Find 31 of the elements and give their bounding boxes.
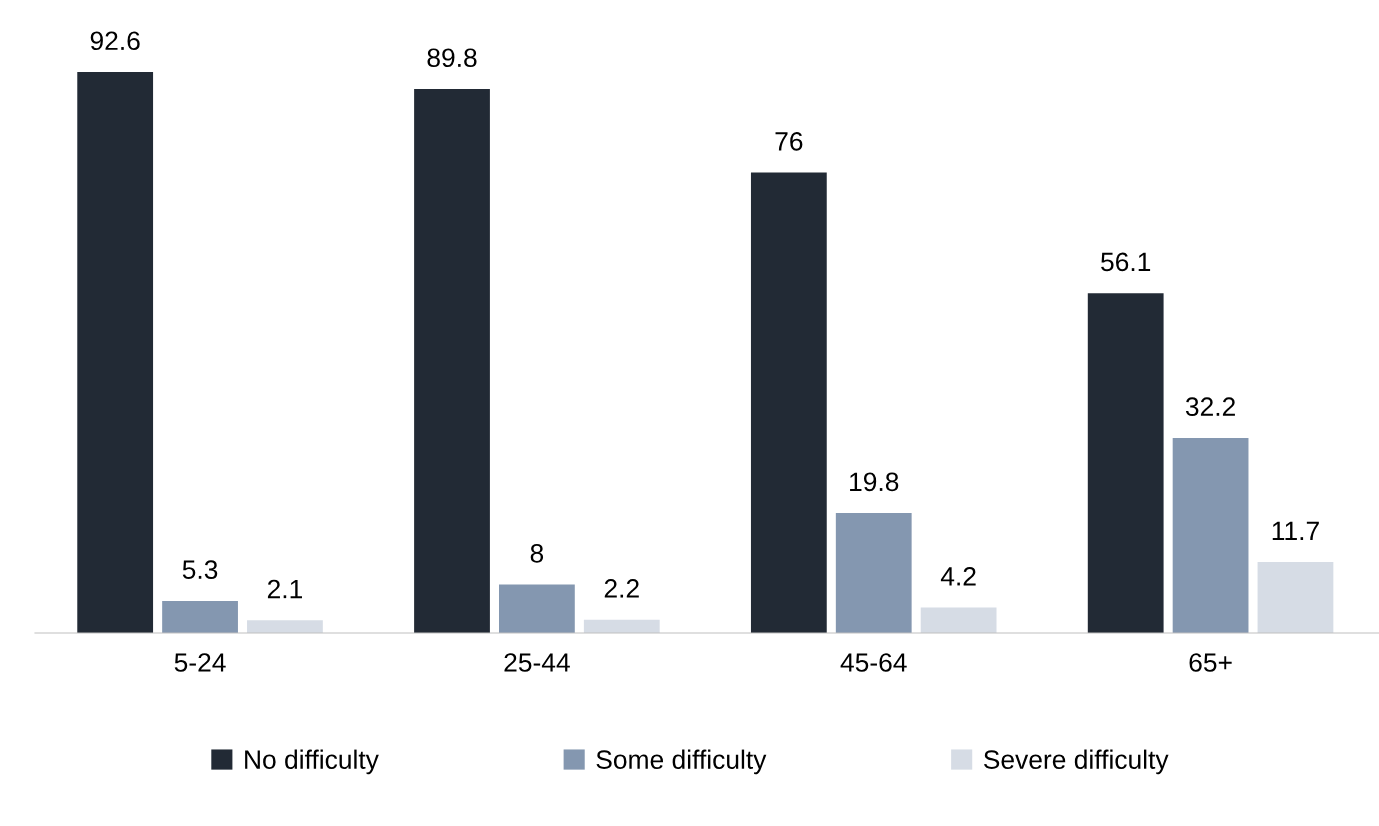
legend-label: Severe difficulty (983, 749, 1169, 775)
x-tick-label: 5-24 (174, 653, 226, 672)
bar (414, 88, 490, 633)
x-tick-label: 45-64 (840, 653, 907, 672)
bar (1087, 293, 1164, 633)
legend-label: Some difficulty (596, 749, 767, 775)
data-label: 2.1 (267, 579, 302, 599)
bar (583, 619, 660, 633)
bar (77, 72, 154, 633)
data-label: 56.1 (1101, 252, 1151, 272)
data-label: 76 (775, 132, 803, 151)
data-label: 19.8 (850, 472, 899, 492)
data-label: 11.7 (1272, 521, 1319, 540)
data-label: 8 (530, 543, 544, 563)
legend-label: No difficulty (245, 749, 379, 775)
bar (247, 620, 323, 633)
bar (162, 600, 238, 633)
data-label: 2.2 (604, 579, 639, 598)
bar (750, 172, 827, 633)
bar (499, 584, 575, 633)
bar (1257, 562, 1334, 633)
data-label: 92.6 (90, 31, 140, 51)
bar (920, 607, 997, 633)
data-label: 5.3 (182, 560, 218, 580)
data-label: 32.2 (1185, 397, 1235, 417)
data-label: 4.2 (940, 566, 976, 586)
data-label: 89.8 (427, 48, 477, 68)
bar (835, 513, 912, 633)
x-tick-label: 25-44 (504, 653, 570, 672)
x-tick-label: 65+ (1189, 653, 1232, 672)
bar (1172, 437, 1249, 633)
